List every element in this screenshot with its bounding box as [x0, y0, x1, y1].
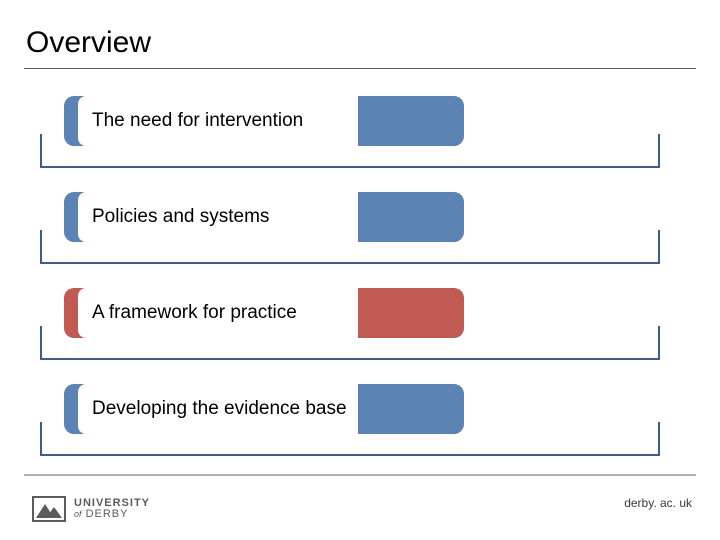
item-label: A framework for practice: [78, 288, 358, 338]
page-title: Overview: [26, 26, 151, 60]
item-pill: Developing the evidence base: [64, 384, 464, 434]
overview-item: Developing the evidence base: [40, 384, 680, 456]
overview-items: The need for intervention Policies and s…: [40, 96, 680, 480]
item-label: Policies and systems: [78, 192, 358, 242]
logo-line2: of DERBY: [74, 509, 150, 520]
footer-url: derby. ac. uk: [624, 496, 692, 510]
overview-item: A framework for practice: [40, 288, 680, 360]
title-underline: [24, 68, 696, 69]
footer-divider: [24, 474, 696, 476]
overview-item: The need for intervention: [40, 96, 680, 168]
item-pill: The need for intervention: [64, 96, 464, 146]
logo-text: UNIVERSITY of DERBY: [74, 498, 150, 520]
slide: Overview The need for intervention Polic…: [0, 0, 720, 540]
university-logo: UNIVERSITY of DERBY: [32, 496, 150, 522]
item-pill: A framework for practice: [64, 288, 464, 338]
item-label: Developing the evidence base: [78, 384, 358, 434]
item-pill: Policies and systems: [64, 192, 464, 242]
logo-mountains-icon: [32, 496, 66, 522]
overview-item: Policies and systems: [40, 192, 680, 264]
item-label: The need for intervention: [78, 96, 358, 146]
